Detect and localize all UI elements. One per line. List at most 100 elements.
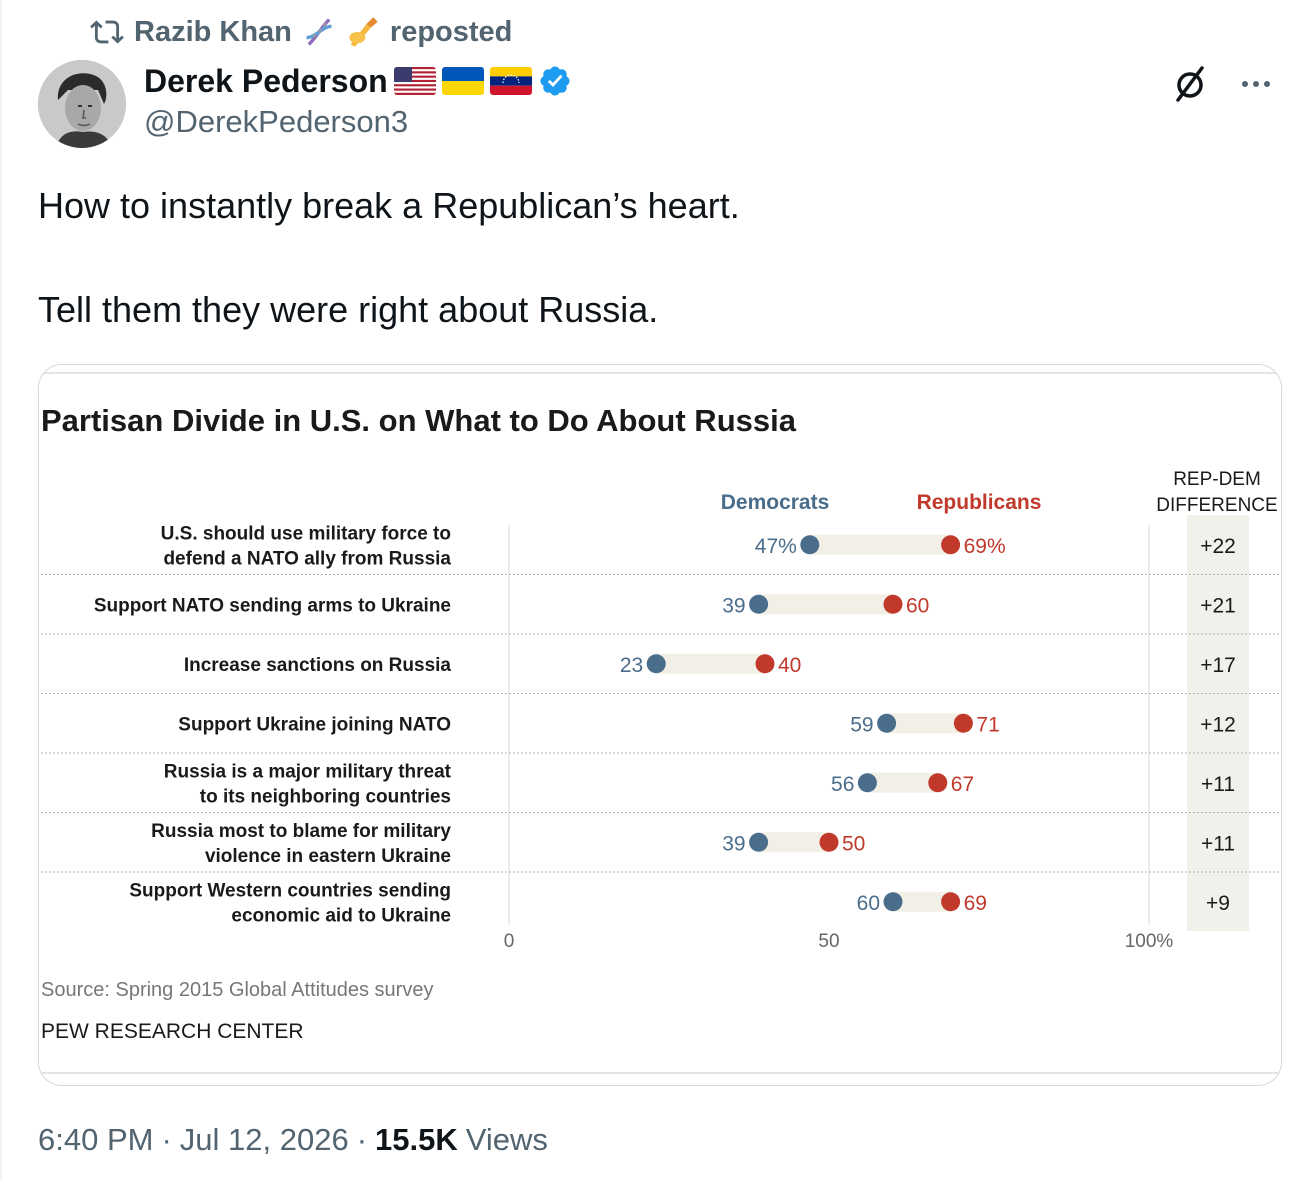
- venezuela-flag-icon: [489, 67, 532, 95]
- tweet-text-line-1: How to instantly break a Republican’s he…: [38, 185, 740, 226]
- democrat-value-label: 47%: [755, 535, 797, 558]
- tweet-metadata: 6:40 PM · Jul 12, 2026 · 15.5K Views: [38, 1122, 548, 1158]
- author-display-name[interactable]: Derek Pederson: [144, 62, 388, 99]
- ukraine-flag-icon: [441, 67, 484, 95]
- republican-dot: [883, 594, 903, 614]
- difference-value: +22: [1200, 535, 1236, 558]
- verified-badge-icon[interactable]: [538, 64, 572, 98]
- republican-dot: [755, 654, 775, 674]
- timeline-border: [0, 0, 2, 1180]
- difference-value: +11: [1201, 773, 1235, 796]
- democrat-dot: [646, 654, 666, 674]
- row-label: economic aid to Ukraine: [231, 905, 451, 926]
- row-label: U.S. should use military force to: [161, 523, 451, 544]
- chart-row: Support NATO sending arms to Ukraine 39 60…: [41, 594, 1279, 635]
- views-count: 15.5K: [375, 1122, 458, 1157]
- author-handle[interactable]: @DerekPederson3: [144, 104, 409, 139]
- chart-row: Increase sanctions on Russia 23 40 +17: [41, 653, 1279, 694]
- chart-row: U.S. should use military force to defend …: [41, 523, 1279, 575]
- separator: ·: [356, 1122, 368, 1157]
- republican-dot: [941, 892, 961, 912]
- difference-header-line-2: DIFFERENCE: [1156, 495, 1277, 516]
- republican-value-label: 67: [951, 773, 974, 796]
- tweet-time[interactable]: 6:40 PM: [38, 1122, 154, 1157]
- chart-row: Support Ukraine joining NATO 59 71 +12: [41, 713, 1279, 754]
- difference-column-bg: [1187, 515, 1249, 931]
- legend-democrats: Democrats: [721, 491, 830, 514]
- tweet-media-image[interactable]: Partisan Divide in U.S. on What to Do Ab…: [38, 364, 1282, 1086]
- chart-source: Source: Spring 2015 Global Attitudes sur…: [41, 979, 433, 1001]
- democrat-value-label: 60: [857, 892, 880, 915]
- difference-value: +17: [1200, 654, 1236, 677]
- republican-value-label: 60: [906, 594, 929, 617]
- republican-dot: [819, 832, 839, 852]
- republican-dot: [941, 535, 961, 555]
- tweet-text-line-2: Tell them they were right about Russia.: [38, 289, 659, 330]
- range-bar: [758, 832, 829, 853]
- range-bar: [809, 534, 951, 555]
- row-label: violence in eastern Ukraine: [205, 846, 451, 867]
- democrat-value-label: 23: [620, 654, 643, 677]
- range-bar: [758, 594, 893, 615]
- range-bar: [893, 891, 951, 912]
- democrat-dot: [857, 773, 877, 793]
- difference-value: +12: [1200, 713, 1236, 736]
- republican-value-label: 50: [842, 832, 865, 855]
- republican-value-label: 69: [964, 892, 987, 915]
- x-tick-label: 0: [504, 931, 515, 952]
- democrat-value-label: 59: [850, 713, 873, 736]
- republican-value-label: 71: [976, 713, 999, 736]
- democrat-value-label: 56: [831, 773, 854, 796]
- democrat-value-label: 39: [722, 832, 745, 855]
- range-bar: [656, 653, 765, 674]
- range-bar: [867, 772, 938, 793]
- chart-row: Russia is a major military threat to its …: [41, 761, 1279, 813]
- legend-republicans: Republicans: [917, 491, 1042, 514]
- grok-icon[interactable]: [1168, 62, 1212, 106]
- democrat-value-label: 39: [722, 594, 745, 617]
- repost-header[interactable]: Razib Khan reposted: [90, 14, 512, 50]
- views-label: Views: [465, 1122, 548, 1157]
- tweet-text: How to instantly break a Republican’s he…: [38, 180, 740, 336]
- author-name-row[interactable]: Derek Pederson: [144, 60, 572, 102]
- reposter-name[interactable]: Razib Khan: [134, 15, 292, 48]
- republican-dot: [953, 713, 973, 733]
- avatar[interactable]: [38, 60, 126, 148]
- row-label: Increase sanctions on Russia: [184, 655, 452, 676]
- dna-emoji: [306, 18, 332, 46]
- chart-rows: U.S. should use military force to defend …: [41, 523, 1279, 926]
- chart-title: Partisan Divide in U.S. on What to Do Ab…: [41, 403, 797, 438]
- row-label: defend a NATO ally from Russia: [163, 548, 451, 569]
- chart: Partisan Divide in U.S. on What to Do Ab…: [39, 365, 1281, 1085]
- separator: ·: [161, 1122, 172, 1157]
- democrat-dot: [749, 594, 769, 614]
- row-label: Russia most to blame for military: [151, 821, 451, 842]
- chart-row: Russia most to blame for military violenc…: [41, 821, 1279, 873]
- chart-row: Support Western countries sending economi…: [129, 880, 1230, 926]
- republican-value-label: 40: [778, 654, 801, 677]
- x-tick-label: 50: [818, 931, 839, 952]
- row-label: to its neighboring countries: [200, 786, 451, 807]
- repost-icon: [90, 20, 124, 44]
- republican-value-label: 69%: [964, 535, 1006, 558]
- democrat-dot: [883, 892, 903, 912]
- repost-label: reposted: [389, 15, 513, 48]
- republican-dot: [928, 773, 948, 793]
- difference-value: +9: [1206, 892, 1230, 915]
- writing-hand-emoji: [349, 17, 378, 47]
- row-label: Support NATO sending arms to Ukraine: [94, 595, 451, 616]
- row-label: Russia is a major military threat: [164, 761, 452, 782]
- tweet-top-actions: [1168, 62, 1276, 106]
- x-axis-ticks: 0 50 100%: [504, 931, 1174, 952]
- chart-credit: PEW RESEARCH CENTER: [41, 1020, 304, 1043]
- difference-value: +11: [1201, 832, 1235, 855]
- us-flag-icon: [393, 67, 436, 95]
- democrat-dot: [749, 832, 769, 852]
- avatar-photo: [38, 60, 126, 148]
- more-icon[interactable]: [1236, 64, 1276, 104]
- row-label: Support Ukraine joining NATO: [178, 714, 451, 735]
- range-bar: [886, 713, 964, 734]
- tweet-date[interactable]: Jul 12, 2026: [179, 1122, 349, 1157]
- democrat-dot: [800, 535, 820, 555]
- democrat-dot: [877, 713, 897, 733]
